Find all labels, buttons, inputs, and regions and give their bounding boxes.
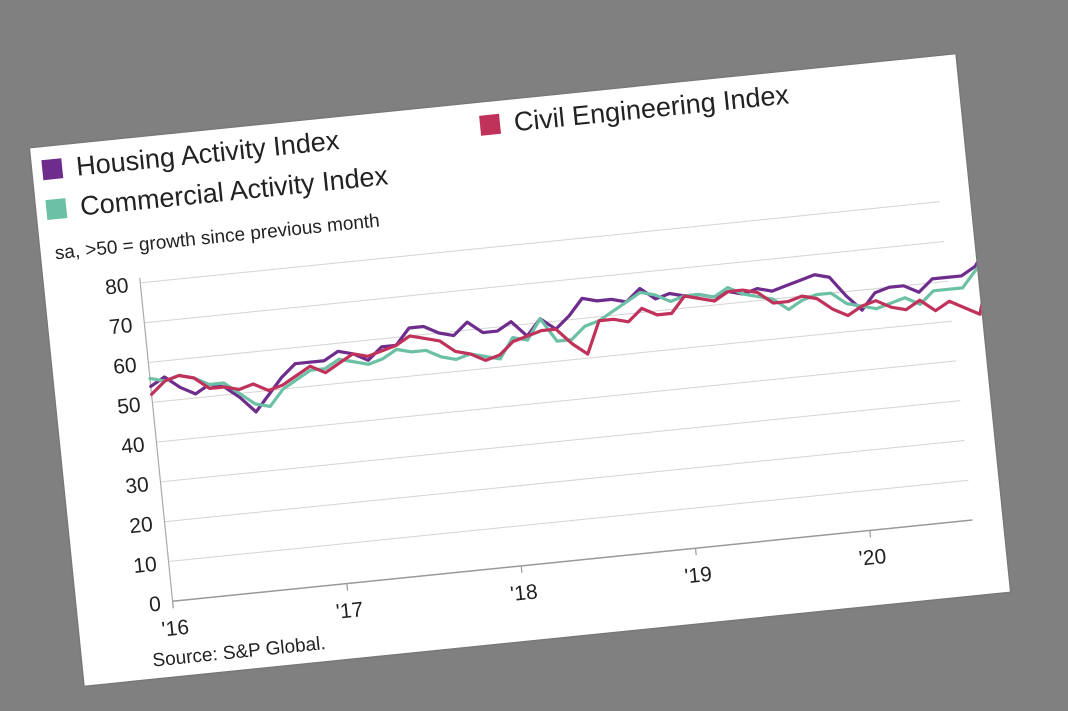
axes: 01020304050607080'16'17'18'19'20'21'22'2… xyxy=(104,274,973,642)
grid xyxy=(140,201,969,562)
x-tick-label: '20 xyxy=(858,545,888,571)
gridline xyxy=(168,479,969,562)
x-tick-mark xyxy=(869,530,872,538)
x-tick-mark xyxy=(520,565,523,573)
x-tick-mark xyxy=(171,601,174,609)
gridline xyxy=(140,201,941,284)
x-tick-label: '18 xyxy=(509,580,539,606)
chart-card: 01020304050607080'16'17'18'19'20'21'22'2… xyxy=(30,54,1010,686)
y-tick-label: 70 xyxy=(108,314,134,339)
y-tick-label: 40 xyxy=(120,433,146,458)
civil-engineering-index-legend-swatch xyxy=(479,113,502,136)
gridline xyxy=(160,400,961,483)
gridline xyxy=(156,360,957,443)
x-tick-label: '19 xyxy=(684,563,714,589)
x-tick-mark xyxy=(694,548,697,556)
gridline xyxy=(164,439,965,523)
housing-activity-index-legend-swatch xyxy=(41,158,64,181)
gridline xyxy=(144,240,945,324)
x-axis-line xyxy=(172,519,973,603)
commercial-activity-index-line xyxy=(148,134,1010,426)
civil-engineering-index-legend-label: Civil Engineering Index xyxy=(512,79,790,137)
y-tick-label: 20 xyxy=(128,513,154,538)
y-tick-label: 60 xyxy=(112,354,138,379)
y-axis-line xyxy=(139,277,174,602)
y-tick-label: 50 xyxy=(116,394,142,419)
chart: 01020304050607080'16'17'18'19'20'21'22'2… xyxy=(41,79,1010,672)
x-tick-mark xyxy=(346,583,349,591)
x-tick-label: '16 xyxy=(161,616,191,642)
y-tick-label: 80 xyxy=(104,274,130,299)
x-tick-label: '17 xyxy=(335,598,365,624)
y-tick-label: 30 xyxy=(124,473,150,498)
commercial-activity-index-legend-swatch xyxy=(45,198,68,220)
y-tick-label: 10 xyxy=(132,553,158,578)
y-tick-label: 0 xyxy=(148,593,162,617)
series-lines xyxy=(148,134,1010,426)
civil-engineering-index-line xyxy=(149,145,1010,402)
